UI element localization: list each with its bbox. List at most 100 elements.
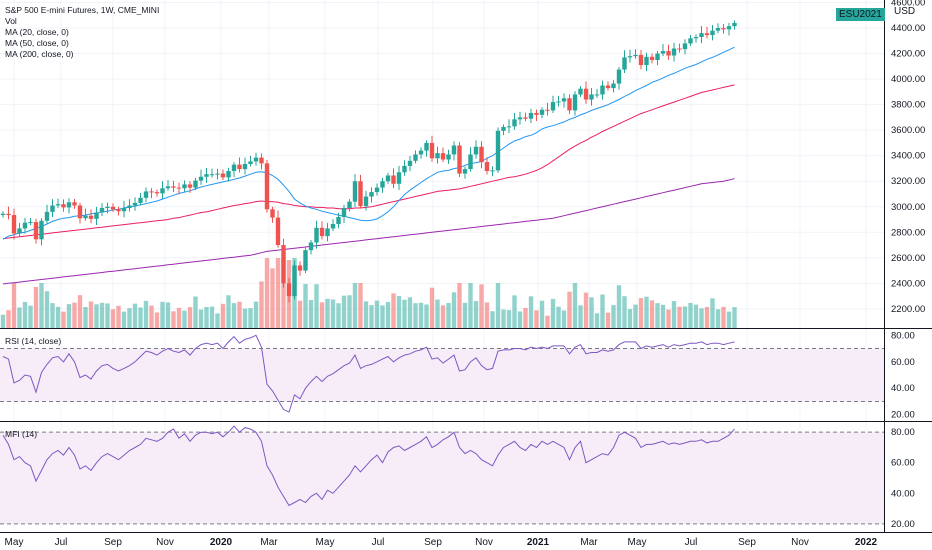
currency-label: USD [894,6,916,17]
candle-body [308,242,314,251]
volume-bar [682,306,688,328]
volume-bar [644,296,649,328]
mfi-tick-label: 40.00 [891,488,915,499]
volume-bar [138,307,143,328]
x-tick-label: May [316,537,335,548]
candle-body [605,85,611,89]
candle-body [330,223,336,229]
volume-bar [11,283,17,328]
candle-body [495,130,501,171]
volume-bar [132,303,138,328]
volume-bar [688,302,693,328]
volume-bar [468,283,473,328]
volume-bar [523,307,528,328]
volume-bar [550,298,556,328]
candle-body [127,205,132,209]
volume-bar [506,310,512,328]
mfi-line [2,425,735,507]
candle-body [253,157,259,162]
candle-body [143,191,149,198]
volume-bar [231,303,237,328]
volume-bar [330,299,336,328]
volume-bar [198,309,204,328]
volume-bar [396,296,402,328]
volume-bar [583,292,589,328]
candle-body [506,126,512,128]
volume-bar [121,311,127,328]
candle-body [39,220,44,240]
volume-bar [314,284,319,328]
volume-bar [259,281,264,328]
candle-body [66,202,72,208]
candle-body [83,215,88,219]
candle-body [710,30,715,36]
price-tick-label: 2600.00 [891,253,925,264]
candle-body [226,171,231,178]
volume-bar [424,304,429,328]
price-tick-label: 3400.00 [891,151,925,162]
candle-body [677,48,682,50]
candle-body [611,83,616,89]
candle-body [149,191,154,193]
mfi-legend: MFI (14) [5,429,38,439]
x-tick-label: Sep [738,537,756,548]
candle-body [435,153,440,159]
candle-body [99,208,105,213]
candle-body [468,154,473,170]
volume-bar [297,300,303,328]
candle-body [242,164,248,170]
volume-bar [44,291,50,328]
x-tick-label: Nov [475,537,493,548]
candle-body [220,173,226,178]
candle-body [358,181,363,207]
volume-bar [55,306,61,328]
volume-bar [275,258,281,328]
candle-body [94,212,99,219]
volume-bar [215,313,220,328]
volume-bar [638,298,644,328]
volume-bar [611,305,616,328]
volume-bar [600,294,605,328]
volume-bar [726,311,732,328]
candle-body [583,88,589,100]
volume-bar [666,309,671,328]
volume-bar [341,295,347,328]
candle-body [572,94,578,111]
price-tick-label: 2400.00 [891,278,925,289]
volume-bar [561,310,567,328]
volume-bar [204,307,209,328]
volume-bar [264,258,270,328]
candle-body [88,215,94,219]
volume-bar [165,302,171,328]
candle-body [281,245,286,284]
volume-bar [435,299,440,328]
price-tick-label: 3200.00 [891,176,925,187]
candle-body [171,186,176,188]
candle-body [44,211,50,221]
candle-body [374,187,380,193]
volume-bar [149,305,154,328]
candle-body [352,181,358,202]
volume-bar [578,305,583,328]
candle-body [248,161,253,164]
volume-bar [699,308,704,328]
candle-body [479,146,484,163]
volume-bar [182,310,187,328]
volume-bar [528,296,534,328]
candle-body [545,109,550,111]
candle-body [325,228,330,237]
volume-bar [589,297,594,328]
candle-body [699,33,704,38]
price-tick-label: 4600.00 [891,0,925,9]
volume-bar [616,285,622,328]
volume-bar [72,302,77,328]
candle-body [429,142,435,159]
volume-bar [237,301,242,328]
price-tick-label: 3000.00 [891,202,925,213]
x-tick-label: Jul [55,537,68,548]
volume-bar [352,283,358,328]
volume-bar [369,305,374,328]
candle-body [22,222,28,229]
volume-bar [446,302,451,328]
